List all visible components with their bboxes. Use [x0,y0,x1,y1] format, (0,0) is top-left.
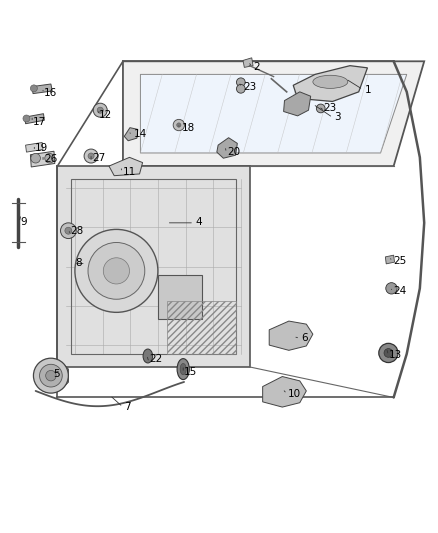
Text: 14: 14 [134,129,147,139]
Polygon shape [263,376,306,407]
Circle shape [31,154,40,163]
Text: 6: 6 [301,333,308,343]
Polygon shape [57,166,250,367]
Text: 11: 11 [123,167,136,177]
Text: 24: 24 [393,286,406,296]
Polygon shape [109,157,143,176]
Circle shape [386,282,397,294]
Circle shape [237,78,245,87]
Text: 27: 27 [92,153,105,163]
Text: 18: 18 [181,123,195,133]
Polygon shape [269,321,313,350]
Text: 28: 28 [70,225,83,236]
Circle shape [46,370,56,381]
Text: 22: 22 [149,354,162,364]
Ellipse shape [180,364,186,375]
Text: 17: 17 [33,117,46,126]
Circle shape [88,153,94,159]
Text: 10: 10 [288,389,301,399]
Circle shape [379,343,398,362]
Text: 5: 5 [53,369,60,379]
Text: 9: 9 [20,216,27,227]
Circle shape [30,85,37,92]
Circle shape [237,84,245,93]
Circle shape [45,154,54,163]
Polygon shape [385,255,395,264]
Circle shape [75,229,158,312]
Ellipse shape [177,359,189,379]
Text: 15: 15 [184,367,198,377]
Ellipse shape [313,75,348,88]
Polygon shape [25,114,44,124]
Text: 13: 13 [389,350,403,360]
Polygon shape [32,84,52,94]
Circle shape [39,364,62,387]
Text: 7: 7 [124,402,131,412]
FancyBboxPatch shape [158,275,201,319]
Circle shape [23,115,30,122]
Text: 25: 25 [393,256,406,266]
Circle shape [93,103,107,117]
Polygon shape [40,362,68,389]
Circle shape [33,358,68,393]
Text: 4: 4 [195,217,201,227]
Polygon shape [30,151,55,167]
Circle shape [97,107,103,113]
Circle shape [316,104,325,113]
Polygon shape [25,142,43,152]
Circle shape [60,223,76,239]
Text: 23: 23 [243,82,256,92]
Polygon shape [243,58,253,67]
Ellipse shape [143,349,152,363]
Circle shape [177,123,181,127]
Circle shape [173,119,184,131]
Text: 8: 8 [75,259,81,269]
Polygon shape [284,92,311,116]
Text: 20: 20 [227,147,240,157]
Text: 3: 3 [334,112,340,122]
Text: 19: 19 [35,143,49,153]
Polygon shape [141,75,407,153]
Text: 26: 26 [44,154,57,164]
Polygon shape [293,66,367,101]
Text: 2: 2 [253,61,260,71]
Circle shape [84,149,98,163]
Circle shape [103,258,130,284]
Circle shape [88,243,145,299]
Text: 1: 1 [365,85,372,95]
Text: 23: 23 [323,103,336,114]
Polygon shape [123,61,424,166]
Text: 12: 12 [99,110,112,119]
Circle shape [65,227,72,234]
Text: 16: 16 [44,88,57,98]
Circle shape [384,349,393,357]
Polygon shape [124,128,138,141]
Polygon shape [217,138,237,158]
